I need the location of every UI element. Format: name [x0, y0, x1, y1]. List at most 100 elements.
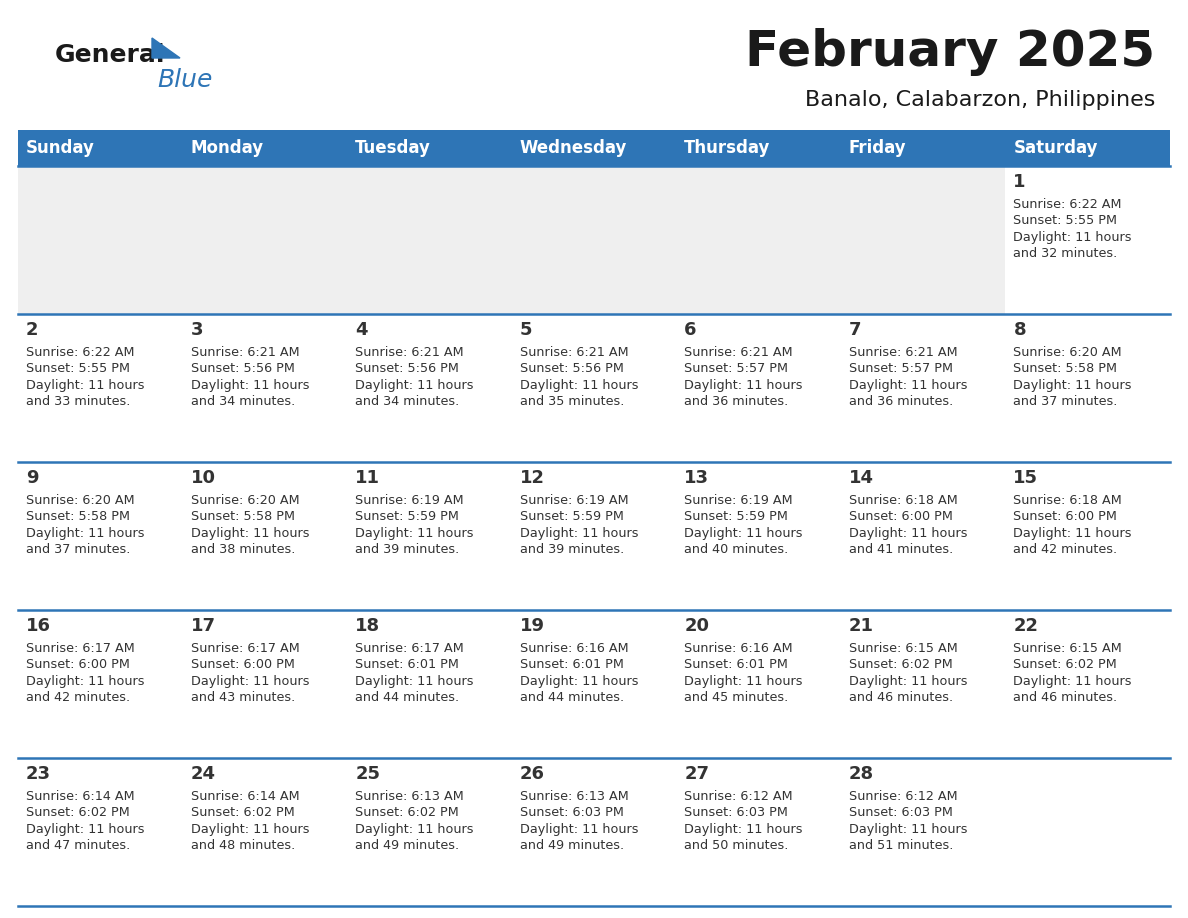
- Bar: [1005, 314, 1170, 462]
- Bar: [512, 758, 676, 906]
- Text: 16: 16: [26, 617, 51, 635]
- Text: Daylight: 11 hours: Daylight: 11 hours: [684, 675, 803, 688]
- Text: 11: 11: [355, 469, 380, 487]
- Text: Sunrise: 6:12 AM: Sunrise: 6:12 AM: [684, 789, 792, 802]
- Text: Sunset: 6:00 PM: Sunset: 6:00 PM: [26, 658, 129, 671]
- Text: Daylight: 11 hours: Daylight: 11 hours: [519, 527, 638, 540]
- Text: 5: 5: [519, 321, 532, 339]
- Text: 10: 10: [190, 469, 215, 487]
- Text: Sunset: 6:02 PM: Sunset: 6:02 PM: [849, 658, 953, 671]
- Text: Daylight: 11 hours: Daylight: 11 hours: [190, 675, 309, 688]
- Text: Daylight: 11 hours: Daylight: 11 hours: [519, 823, 638, 835]
- Bar: [841, 130, 1005, 166]
- Text: Sunset: 6:00 PM: Sunset: 6:00 PM: [190, 658, 295, 671]
- Text: and 40 minutes.: and 40 minutes.: [684, 543, 789, 556]
- Text: Sunset: 6:02 PM: Sunset: 6:02 PM: [355, 806, 459, 819]
- Text: 24: 24: [190, 765, 215, 783]
- Bar: [183, 462, 347, 610]
- Text: 18: 18: [355, 617, 380, 635]
- Text: Daylight: 11 hours: Daylight: 11 hours: [355, 527, 474, 540]
- Text: Sunset: 6:00 PM: Sunset: 6:00 PM: [849, 510, 953, 523]
- Text: Daylight: 11 hours: Daylight: 11 hours: [26, 527, 145, 540]
- Text: and 35 minutes.: and 35 minutes.: [519, 395, 624, 408]
- Bar: [347, 314, 512, 462]
- Text: Sunrise: 6:21 AM: Sunrise: 6:21 AM: [519, 345, 628, 359]
- Text: and 51 minutes.: and 51 minutes.: [849, 839, 953, 852]
- Text: Sunset: 5:58 PM: Sunset: 5:58 PM: [26, 510, 129, 523]
- Text: 3: 3: [190, 321, 203, 339]
- Bar: [183, 166, 347, 314]
- Text: and 44 minutes.: and 44 minutes.: [519, 691, 624, 704]
- Bar: [347, 166, 512, 314]
- Bar: [1005, 610, 1170, 758]
- Text: Daylight: 11 hours: Daylight: 11 hours: [26, 378, 145, 391]
- Text: Sunrise: 6:14 AM: Sunrise: 6:14 AM: [26, 789, 134, 802]
- Bar: [676, 314, 841, 462]
- Text: Sunrise: 6:17 AM: Sunrise: 6:17 AM: [190, 642, 299, 655]
- Text: 1: 1: [1013, 173, 1026, 191]
- Text: Daylight: 11 hours: Daylight: 11 hours: [355, 378, 474, 391]
- Text: Sunrise: 6:22 AM: Sunrise: 6:22 AM: [1013, 197, 1121, 210]
- Text: and 42 minutes.: and 42 minutes.: [26, 691, 131, 704]
- Text: Daylight: 11 hours: Daylight: 11 hours: [684, 527, 803, 540]
- Text: Daylight: 11 hours: Daylight: 11 hours: [355, 675, 474, 688]
- Bar: [1005, 758, 1170, 906]
- Text: and 49 minutes.: and 49 minutes.: [519, 839, 624, 852]
- Text: and 46 minutes.: and 46 minutes.: [1013, 691, 1118, 704]
- Text: Sunset: 5:56 PM: Sunset: 5:56 PM: [190, 362, 295, 375]
- Text: Sunday: Sunday: [26, 139, 95, 157]
- Text: and 44 minutes.: and 44 minutes.: [355, 691, 460, 704]
- Bar: [1005, 462, 1170, 610]
- Bar: [512, 462, 676, 610]
- Text: and 36 minutes.: and 36 minutes.: [849, 395, 953, 408]
- Text: Sunrise: 6:16 AM: Sunrise: 6:16 AM: [519, 642, 628, 655]
- Text: 19: 19: [519, 617, 545, 635]
- Text: and 34 minutes.: and 34 minutes.: [190, 395, 295, 408]
- Bar: [183, 610, 347, 758]
- Text: 26: 26: [519, 765, 545, 783]
- Bar: [512, 314, 676, 462]
- Text: and 33 minutes.: and 33 minutes.: [26, 395, 131, 408]
- Text: Sunset: 5:59 PM: Sunset: 5:59 PM: [355, 510, 459, 523]
- Text: Sunset: 6:03 PM: Sunset: 6:03 PM: [849, 806, 953, 819]
- Text: Sunset: 5:59 PM: Sunset: 5:59 PM: [519, 510, 624, 523]
- Bar: [347, 758, 512, 906]
- Text: Sunset: 5:57 PM: Sunset: 5:57 PM: [684, 362, 789, 375]
- Text: Daylight: 11 hours: Daylight: 11 hours: [1013, 378, 1132, 391]
- Text: Thursday: Thursday: [684, 139, 771, 157]
- Text: Daylight: 11 hours: Daylight: 11 hours: [519, 675, 638, 688]
- Text: and 43 minutes.: and 43 minutes.: [190, 691, 295, 704]
- Text: and 34 minutes.: and 34 minutes.: [355, 395, 460, 408]
- Bar: [347, 462, 512, 610]
- Text: 23: 23: [26, 765, 51, 783]
- Text: and 37 minutes.: and 37 minutes.: [1013, 395, 1118, 408]
- Bar: [183, 130, 347, 166]
- Text: and 45 minutes.: and 45 minutes.: [684, 691, 789, 704]
- Text: Sunset: 5:55 PM: Sunset: 5:55 PM: [1013, 214, 1118, 227]
- Bar: [676, 166, 841, 314]
- Text: Sunrise: 6:13 AM: Sunrise: 6:13 AM: [519, 789, 628, 802]
- Text: 28: 28: [849, 765, 874, 783]
- Text: 12: 12: [519, 469, 545, 487]
- Text: Sunrise: 6:17 AM: Sunrise: 6:17 AM: [355, 642, 463, 655]
- Text: and 49 minutes.: and 49 minutes.: [355, 839, 460, 852]
- Text: Friday: Friday: [849, 139, 906, 157]
- Text: 8: 8: [1013, 321, 1026, 339]
- Text: Daylight: 11 hours: Daylight: 11 hours: [190, 378, 309, 391]
- Bar: [676, 610, 841, 758]
- Bar: [18, 462, 183, 610]
- Text: Sunset: 5:57 PM: Sunset: 5:57 PM: [849, 362, 953, 375]
- Text: Daylight: 11 hours: Daylight: 11 hours: [849, 823, 967, 835]
- Text: Blue: Blue: [157, 68, 213, 92]
- Text: Sunrise: 6:21 AM: Sunrise: 6:21 AM: [190, 345, 299, 359]
- Bar: [841, 610, 1005, 758]
- Bar: [18, 314, 183, 462]
- Text: Sunrise: 6:15 AM: Sunrise: 6:15 AM: [849, 642, 958, 655]
- Bar: [512, 610, 676, 758]
- Text: 22: 22: [1013, 617, 1038, 635]
- Text: Tuesday: Tuesday: [355, 139, 431, 157]
- Text: Sunset: 6:02 PM: Sunset: 6:02 PM: [1013, 658, 1117, 671]
- Text: Sunrise: 6:21 AM: Sunrise: 6:21 AM: [355, 345, 463, 359]
- Text: and 37 minutes.: and 37 minutes.: [26, 543, 131, 556]
- Text: Daylight: 11 hours: Daylight: 11 hours: [190, 823, 309, 835]
